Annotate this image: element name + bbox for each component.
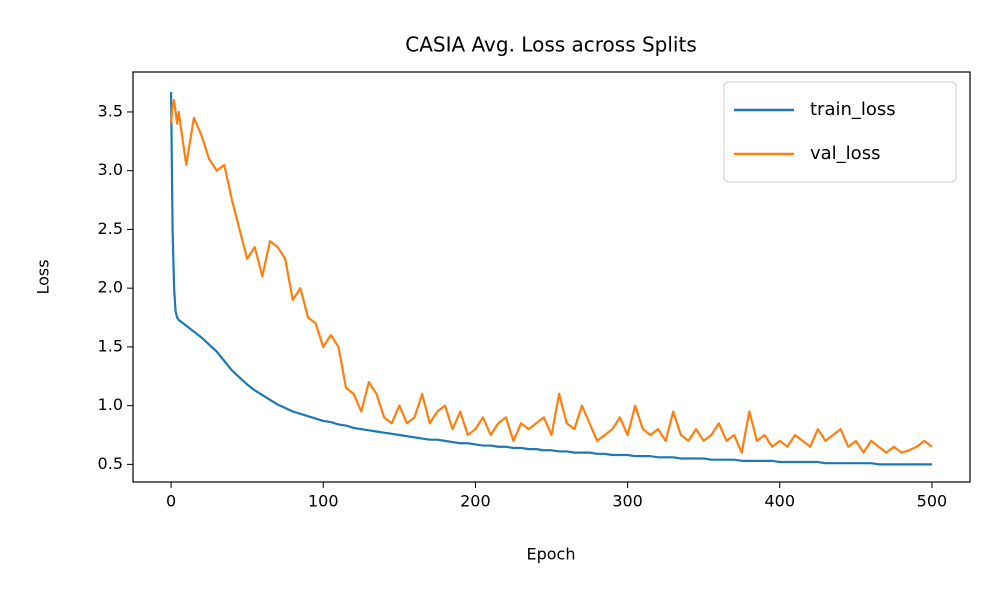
x-tick-label: 100 [308, 492, 339, 511]
y-tick-label: 0.5 [98, 454, 123, 473]
y-axis-label: Loss [34, 259, 53, 294]
y-tick-label: 1.5 [98, 336, 123, 355]
legend-label: val_loss [810, 143, 880, 164]
x-tick-label: 300 [612, 492, 643, 511]
chart-title: CASIA Avg. Loss across Splits [405, 33, 697, 57]
y-tick-label: 3.0 [98, 160, 123, 179]
legend-label: train_loss [810, 99, 896, 120]
x-axis-label: Epoch [527, 545, 576, 564]
y-tick-label: 2.0 [98, 278, 123, 297]
x-tick-label: 0 [166, 492, 176, 511]
y-tick-label: 1.0 [98, 395, 123, 414]
x-tick-label: 500 [917, 492, 948, 511]
line-series [169, 99, 933, 454]
x-tick-label: 400 [764, 492, 795, 511]
x-tick-label: 200 [460, 492, 491, 511]
y-tick-label: 3.5 [98, 101, 123, 120]
line-series [169, 91, 932, 466]
legend-box [723, 81, 957, 183]
y-tick-label: 2.5 [98, 219, 123, 238]
plot-frame [132, 71, 971, 483]
